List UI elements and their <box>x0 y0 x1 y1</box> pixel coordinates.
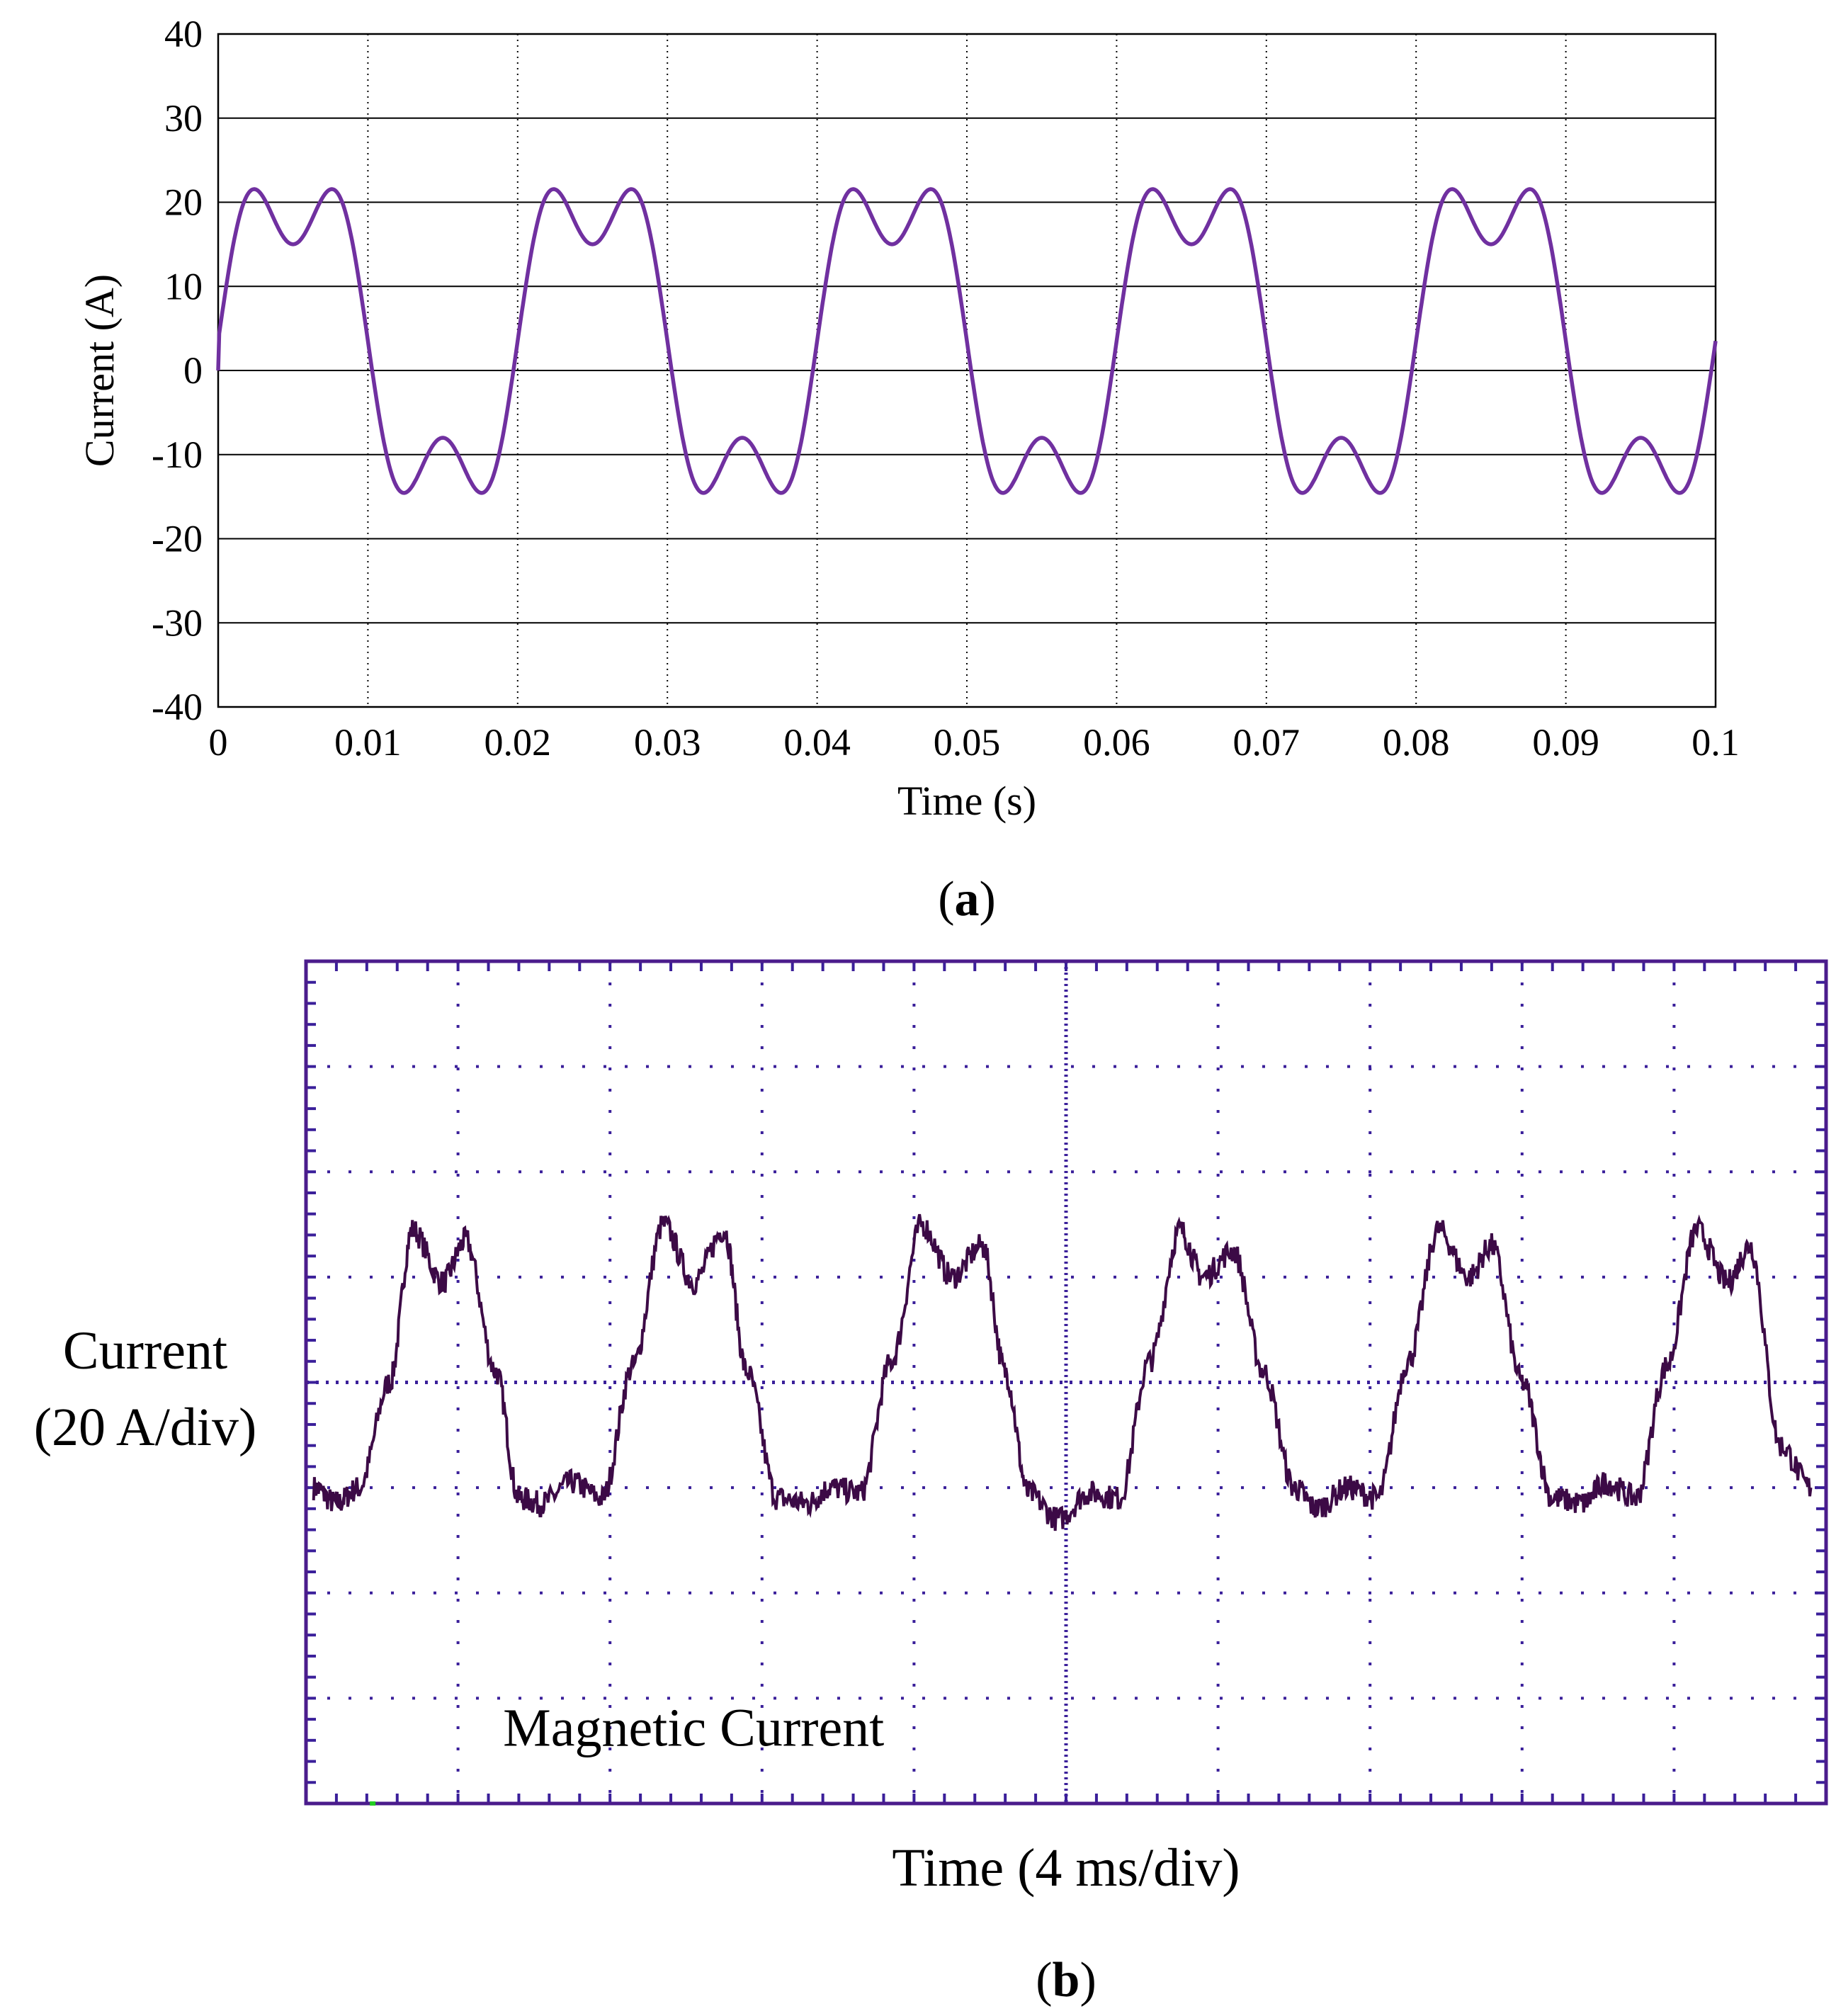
panel-a-gridlines <box>217 33 1716 708</box>
panel-a-y-tick-label: -20 <box>152 518 203 560</box>
panel-a-x-tick-labels: 0 0.01 0.02 0.03 0.04 0.05 0.06 0.07 0.08 0.09 0.1 <box>209 721 1740 764</box>
panel-a-y-tick-label: -30 <box>152 601 203 644</box>
panel-a-caption-open-paren: ( <box>938 872 954 927</box>
panel-b-y-axis-label-line1: Current <box>63 1321 227 1381</box>
panel-b-caption-letter: b <box>1053 1953 1080 2007</box>
panel-a-y-tick-labels: 40 30 20 10 0 -10 -20 -30 -40 <box>152 13 203 728</box>
panel-a-x-tick-label: 0.09 <box>1532 721 1599 764</box>
panel-a-x-axis-label: Time (s) <box>897 778 1036 824</box>
panel-a-current-series-line <box>216 187 1718 495</box>
panel-a-x-tick-label: 0.01 <box>334 721 402 764</box>
panel-a-caption-label: (a) <box>938 872 996 927</box>
panel-a-x-tick-label: 0.08 <box>1383 721 1450 764</box>
panel-a-x-tick-label: 0.05 <box>934 721 1001 764</box>
panel-a-y-tick-label: 20 <box>164 181 203 224</box>
panel-a-y-tick-label: -40 <box>152 686 203 728</box>
panel-a-y-tick-label: 30 <box>164 97 203 140</box>
panel-b-dotted-grid <box>305 960 1826 1805</box>
panel-a-x-tick-label: 0.02 <box>484 721 552 764</box>
panel-a-caption-letter: a <box>955 872 980 927</box>
panel-b-magnetic-current-trace <box>312 1213 1813 1531</box>
panel-b-trace-annotation: Magnetic Current <box>503 1698 884 1757</box>
panel-b-trigger-marker <box>370 1801 376 1806</box>
panel-a-y-tick-label: 0 <box>183 349 203 392</box>
panel-b-oscilloscope-chart: Magnetic Current Current (20 A/div) Time… <box>34 959 1828 2007</box>
panel-a-y-tick-label: 10 <box>164 265 203 307</box>
panel-a-x-tick-label: 0 <box>209 721 228 764</box>
panel-a-x-tick-label: 0.1 <box>1692 721 1740 764</box>
panel-b-caption-close-paren: ) <box>1080 1953 1096 2007</box>
panel-a-y-axis-label: Current (A) <box>76 274 123 467</box>
panel-a-x-tick-label: 0.04 <box>783 721 851 764</box>
panel-a-x-tick-label: 0.03 <box>634 721 701 764</box>
panel-a-x-tick-label: 0.06 <box>1083 721 1150 764</box>
panel-b-caption-open-paren: ( <box>1036 1953 1052 2007</box>
panel-b-y-axis-label-line2: (20 A/div) <box>34 1398 257 1457</box>
panel-b-caption-label: (b) <box>1036 1953 1096 2007</box>
panel-b-x-axis-label: Time (4 ms/div) <box>892 1838 1240 1898</box>
panel-a-y-tick-label: 40 <box>164 13 203 55</box>
panel-a-y-tick-label: -10 <box>152 434 203 476</box>
panel-a-simulation-chart: 0 0.01 0.02 0.03 0.04 0.05 0.06 0.07 0.08 0.09 0.1… <box>76 13 1740 927</box>
panel-a-x-tick-label: 0.07 <box>1233 721 1300 764</box>
panel-a-caption-close-paren: ) <box>980 872 996 927</box>
panel-b-scope-frame <box>304 959 1828 1806</box>
